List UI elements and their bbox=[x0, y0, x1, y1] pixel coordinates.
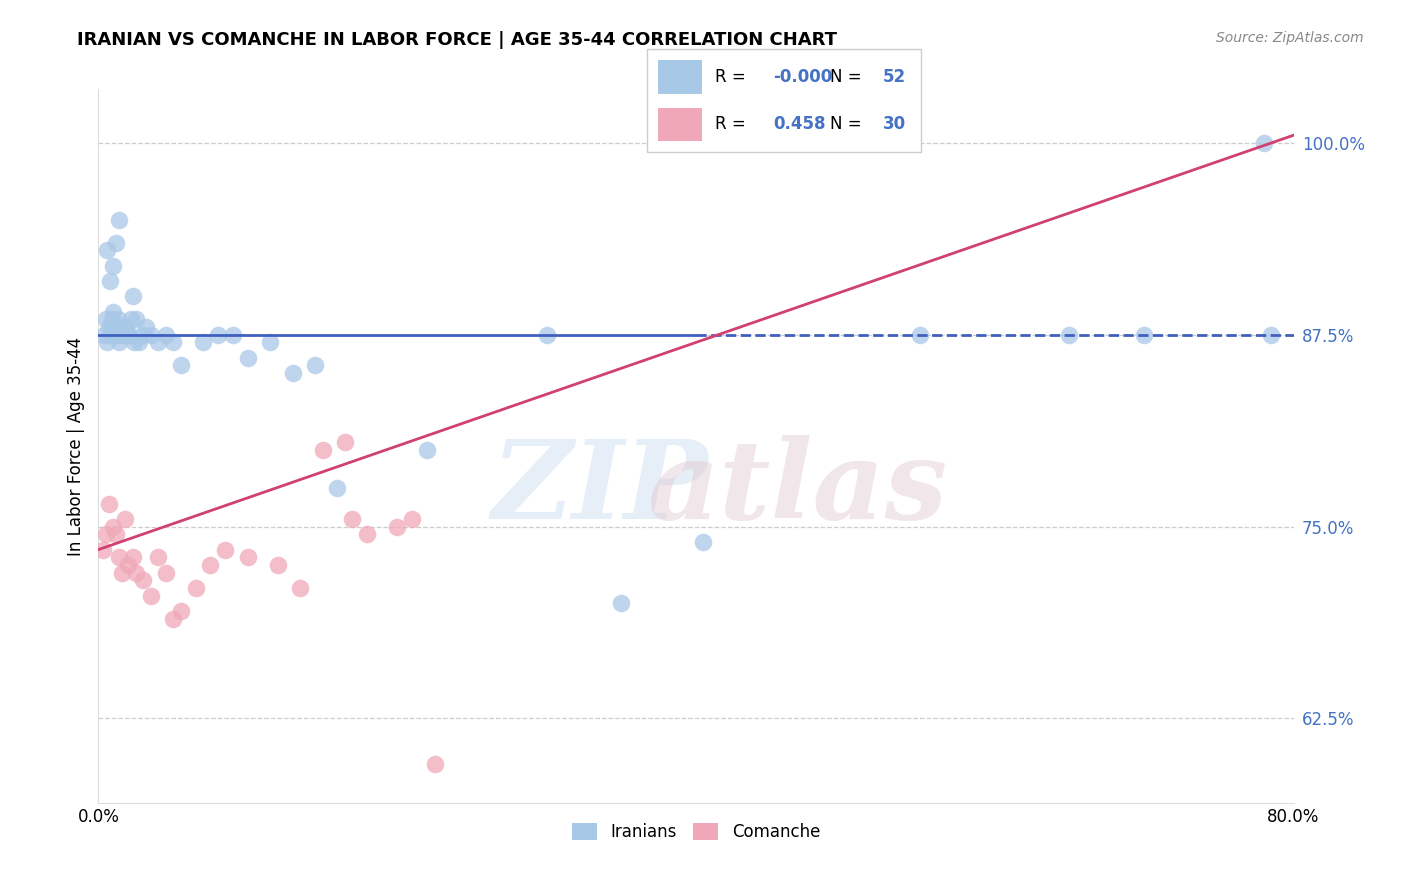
Point bbox=[692, 535, 714, 549]
Point bbox=[356, 527, 378, 541]
Point bbox=[148, 335, 170, 350]
Text: N =: N = bbox=[831, 115, 868, 134]
Text: 30: 30 bbox=[883, 115, 905, 134]
Point bbox=[132, 327, 155, 342]
Legend: Iranians, Comanche: Iranians, Comanche bbox=[565, 816, 827, 848]
Point bbox=[105, 527, 128, 541]
Point bbox=[162, 335, 184, 350]
Point bbox=[1260, 327, 1282, 342]
FancyBboxPatch shape bbox=[658, 61, 702, 95]
Point bbox=[108, 212, 131, 227]
Point bbox=[139, 327, 162, 342]
FancyBboxPatch shape bbox=[647, 49, 921, 152]
Point bbox=[91, 542, 114, 557]
Point bbox=[610, 596, 633, 610]
Point bbox=[333, 435, 356, 450]
Point bbox=[94, 527, 117, 541]
Point bbox=[148, 550, 170, 565]
Y-axis label: In Labor Force | Age 35-44: In Labor Force | Age 35-44 bbox=[66, 336, 84, 556]
Point bbox=[97, 497, 120, 511]
Text: 0.458: 0.458 bbox=[773, 115, 825, 134]
Point bbox=[110, 327, 132, 342]
Text: atlas: atlas bbox=[647, 435, 948, 542]
Point bbox=[304, 359, 326, 373]
Text: R =: R = bbox=[716, 115, 751, 134]
Point bbox=[416, 442, 439, 457]
Point bbox=[112, 327, 135, 342]
Point bbox=[236, 351, 259, 365]
Point bbox=[207, 327, 229, 342]
Point bbox=[121, 289, 143, 303]
FancyBboxPatch shape bbox=[658, 108, 702, 141]
Point bbox=[114, 320, 136, 334]
Point bbox=[128, 335, 150, 350]
Point bbox=[385, 519, 409, 533]
Point bbox=[222, 327, 245, 342]
Point bbox=[342, 512, 364, 526]
Point bbox=[401, 512, 423, 526]
Point bbox=[97, 320, 120, 334]
Point bbox=[105, 235, 128, 250]
Point bbox=[169, 604, 191, 618]
Text: ZIP: ZIP bbox=[492, 435, 709, 542]
Point bbox=[139, 589, 162, 603]
Point bbox=[1059, 327, 1081, 342]
Point bbox=[111, 566, 134, 580]
Point bbox=[191, 335, 214, 350]
Point bbox=[121, 550, 143, 565]
Point bbox=[908, 327, 931, 342]
Text: IRANIAN VS COMANCHE IN LABOR FORCE | AGE 35-44 CORRELATION CHART: IRANIAN VS COMANCHE IN LABOR FORCE | AGE… bbox=[77, 31, 838, 49]
Point bbox=[125, 312, 148, 326]
Point bbox=[120, 312, 142, 326]
Point bbox=[162, 612, 184, 626]
Point bbox=[169, 359, 191, 373]
Point bbox=[267, 558, 290, 572]
Point bbox=[103, 304, 125, 318]
Point bbox=[115, 327, 138, 342]
Point bbox=[124, 335, 146, 350]
Point bbox=[105, 320, 128, 334]
Point bbox=[132, 574, 155, 588]
Point bbox=[96, 244, 118, 258]
Point bbox=[200, 558, 222, 572]
Point bbox=[118, 327, 141, 342]
Point bbox=[1253, 136, 1275, 150]
Point bbox=[155, 327, 177, 342]
Point bbox=[98, 327, 122, 342]
Point bbox=[117, 327, 139, 342]
Point bbox=[135, 320, 157, 334]
Point bbox=[184, 581, 207, 595]
Text: R =: R = bbox=[716, 69, 751, 87]
Text: N =: N = bbox=[831, 69, 868, 87]
Point bbox=[1133, 327, 1156, 342]
Point bbox=[155, 566, 177, 580]
Point bbox=[98, 274, 122, 288]
Point bbox=[108, 550, 131, 565]
Point bbox=[103, 259, 125, 273]
Point bbox=[281, 366, 304, 380]
Point bbox=[101, 312, 124, 326]
Point bbox=[104, 327, 127, 342]
Point bbox=[288, 581, 311, 595]
Point bbox=[326, 481, 349, 495]
Point bbox=[311, 442, 333, 457]
Point bbox=[117, 558, 139, 572]
Point bbox=[107, 312, 129, 326]
Point bbox=[93, 327, 115, 342]
Point bbox=[125, 566, 148, 580]
Text: Source: ZipAtlas.com: Source: ZipAtlas.com bbox=[1216, 31, 1364, 45]
Point bbox=[111, 320, 134, 334]
Point bbox=[236, 550, 259, 565]
Point bbox=[108, 335, 131, 350]
Point bbox=[103, 519, 125, 533]
Point bbox=[536, 327, 558, 342]
Point bbox=[96, 335, 118, 350]
Point bbox=[114, 512, 136, 526]
Point bbox=[423, 757, 446, 772]
Text: 52: 52 bbox=[883, 69, 905, 87]
Point bbox=[214, 542, 236, 557]
Point bbox=[259, 335, 281, 350]
Point bbox=[94, 312, 117, 326]
Text: -0.000: -0.000 bbox=[773, 69, 832, 87]
